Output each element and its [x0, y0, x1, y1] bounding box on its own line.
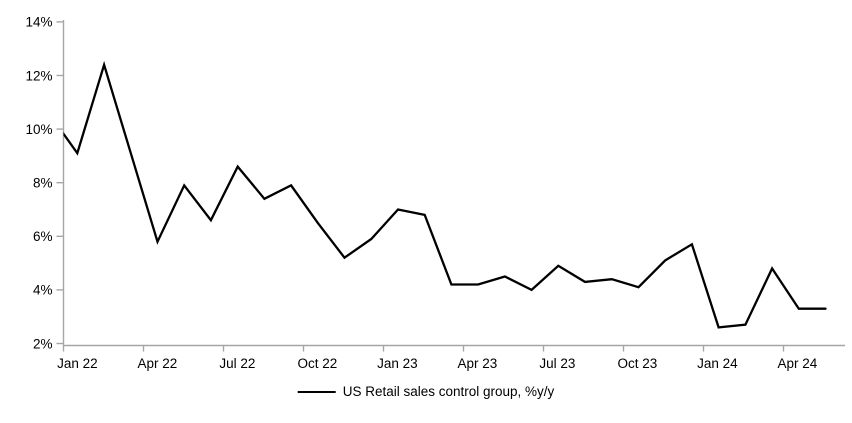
x-tick-label: Jul 22 [219, 356, 255, 371]
x-tick-label: Jan 24 [697, 356, 738, 371]
x-tick-label: Jan 23 [377, 356, 418, 371]
x-tick-label: Oct 22 [297, 356, 337, 371]
x-tick-label: Jan 22 [57, 356, 98, 371]
x-tick-label: Apr 24 [777, 356, 817, 371]
legend: US Retail sales control group, %y/y [297, 384, 555, 399]
y-tick-label: 14% [25, 15, 52, 30]
x-tick-label: Jul 23 [539, 356, 575, 371]
legend-label: US Retail sales control group, %y/y [342, 384, 555, 399]
y-tick-label: 8% [33, 176, 53, 191]
x-tick-label: Apr 23 [457, 356, 497, 371]
y-tick-label: 2% [33, 336, 53, 351]
y-tick-label: 4% [33, 283, 53, 298]
legend-line-sample [297, 390, 336, 393]
y-tick-label: 6% [33, 229, 53, 244]
x-tick-label: Apr 22 [137, 356, 177, 371]
y-tick-label: 10% [25, 122, 52, 137]
y-tick-label: 12% [25, 68, 52, 83]
series-line [63, 60, 827, 329]
x-tick-label: Oct 23 [617, 356, 657, 371]
